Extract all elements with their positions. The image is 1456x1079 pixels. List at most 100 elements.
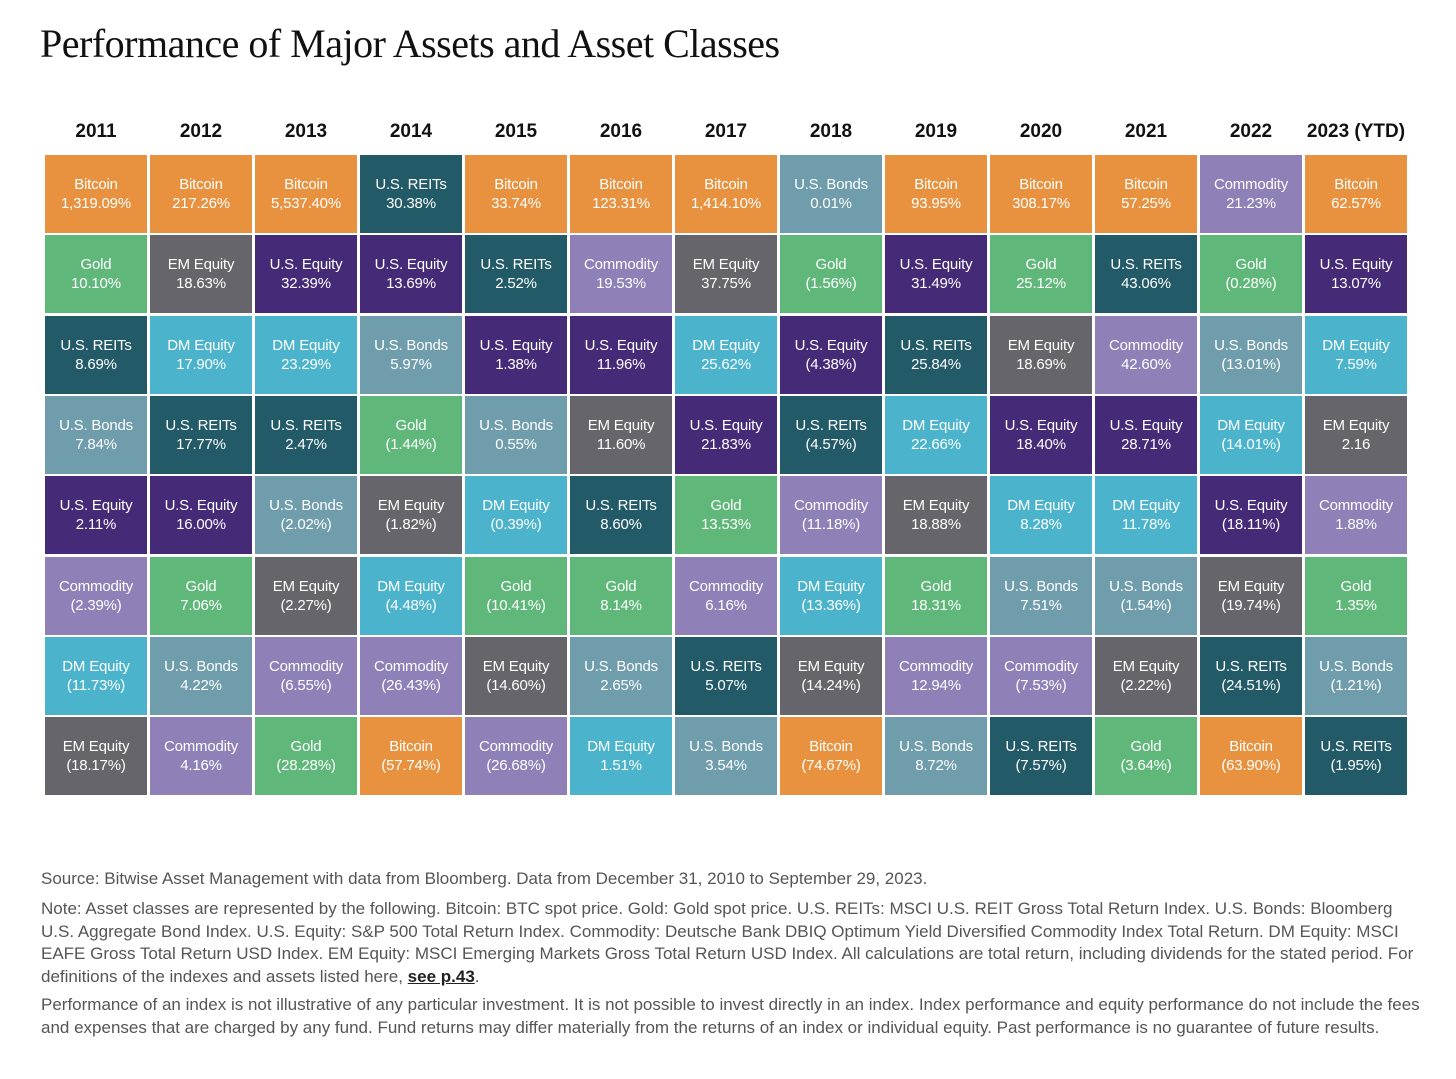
- asset-return: (4.38%): [805, 356, 857, 373]
- asset-cell: U.S. REITs 43.06%: [1095, 235, 1197, 313]
- asset-name: U.S. REITs: [480, 256, 552, 273]
- asset-name: U.S. REITs: [1215, 658, 1287, 675]
- asset-return: 42.60%: [1121, 356, 1171, 373]
- asset-cell: EM Equity (2.27%): [255, 557, 357, 635]
- asset-return: (2.39%): [70, 597, 122, 614]
- asset-cell: EM Equity (2.22%): [1095, 637, 1197, 715]
- asset-cell: U.S. REITs 30.38%: [360, 155, 462, 233]
- asset-return: 7.84%: [75, 436, 117, 453]
- asset-name: DM Equity: [1007, 497, 1075, 514]
- asset-name: Bitcoin: [284, 176, 328, 193]
- asset-cell: EM Equity (1.82%): [360, 476, 462, 554]
- asset-return: 21.83%: [701, 436, 751, 453]
- asset-return: (10.41%): [486, 597, 546, 614]
- asset-cell: EM Equity (14.24%): [780, 637, 882, 715]
- asset-name: DM Equity: [482, 497, 550, 514]
- asset-name: Bitcoin: [914, 176, 958, 193]
- asset-cell: U.S. Bonds (2.02%): [255, 476, 357, 554]
- asset-name: EM Equity: [272, 578, 340, 595]
- year-header: 2013: [284, 121, 328, 142]
- asset-name: Gold: [1340, 578, 1372, 595]
- asset-name: U.S. Bonds: [584, 658, 658, 675]
- asset-cell: U.S. REITs 5.07%: [675, 637, 777, 715]
- asset-name: DM Equity: [797, 578, 865, 595]
- asset-name: EM Equity: [587, 417, 655, 434]
- asset-name: Gold: [920, 578, 952, 595]
- asset-cell: Gold (10.41%): [465, 557, 567, 635]
- asset-return: 3.54%: [705, 757, 747, 774]
- asset-cell: Bitcoin (57.74%): [360, 717, 462, 795]
- asset-cell: Bitcoin 93.95%: [885, 155, 987, 233]
- asset-return: 4.16%: [180, 757, 222, 774]
- asset-cell: U.S. Bonds 2.65%: [570, 637, 672, 715]
- year-header: 2019: [914, 121, 958, 142]
- asset-cell: Gold 10.10%: [45, 235, 147, 313]
- asset-name: Bitcoin: [179, 176, 223, 193]
- asset-cell: Bitcoin 57.25%: [1095, 155, 1197, 233]
- asset-name: Commodity: [268, 658, 344, 675]
- asset-name: Gold: [1025, 256, 1057, 273]
- asset-name: Bitcoin: [1019, 176, 1063, 193]
- asset-return: (4.57%): [805, 436, 857, 453]
- asset-cell: U.S. Bonds 7.84%: [45, 396, 147, 474]
- asset-return: 21.23%: [1226, 195, 1276, 212]
- asset-name: U.S. Bonds: [1004, 578, 1078, 595]
- asset-name: U.S. Bonds: [269, 497, 343, 514]
- asset-return: (14.60%): [486, 677, 546, 694]
- asset-name: Gold: [1130, 738, 1162, 755]
- asset-name: Bitcoin: [494, 176, 538, 193]
- asset-return: 7.59%: [1335, 356, 1377, 373]
- asset-name: U.S. Bonds: [374, 337, 448, 354]
- asset-name: Gold: [710, 497, 742, 514]
- asset-name: Commodity: [478, 738, 554, 755]
- asset-return: (11.18%): [801, 516, 861, 533]
- asset-return: 11.60%: [596, 436, 646, 453]
- asset-return: (19.74%): [1221, 597, 1281, 614]
- asset-name: DM Equity: [1112, 497, 1180, 514]
- asset-cell: Gold 13.53%: [675, 476, 777, 554]
- asset-cell: DM Equity 8.28%: [990, 476, 1092, 554]
- asset-return: 17.77%: [176, 436, 226, 453]
- asset-return: 8.60%: [600, 516, 642, 533]
- asset-return: 11.96%: [596, 356, 646, 373]
- asset-cell: U.S. REITs 8.69%: [45, 316, 147, 394]
- asset-return: (28.28%): [276, 757, 336, 774]
- asset-name: EM Equity: [167, 256, 235, 273]
- asset-name: DM Equity: [1217, 417, 1285, 434]
- asset-return: 37.75%: [701, 275, 751, 292]
- asset-return: 13.53%: [701, 516, 751, 533]
- asset-name: U.S. Bonds: [1109, 578, 1183, 595]
- asset-name: Commodity: [58, 578, 134, 595]
- asset-cell: DM Equity (0.39%): [465, 476, 567, 554]
- asset-return: 13.07%: [1331, 275, 1381, 292]
- asset-name: DM Equity: [1322, 337, 1390, 354]
- asset-name: DM Equity: [902, 417, 970, 434]
- year-header: 2017: [704, 121, 748, 142]
- asset-return: 4.22%: [180, 677, 222, 694]
- asset-cell: EM Equity 18.69%: [990, 316, 1092, 394]
- asset-return: 13.69%: [386, 275, 436, 292]
- asset-return: 5.07%: [705, 677, 747, 694]
- asset-cell: Bitcoin (74.67%): [780, 717, 882, 795]
- asset-cell: DM Equity 23.29%: [255, 316, 357, 394]
- asset-return: 23.29%: [281, 356, 331, 373]
- asset-cell: DM Equity (4.48%): [360, 557, 462, 635]
- asset-name: U.S. REITs: [270, 417, 342, 434]
- see-page-link[interactable]: see p.43: [407, 966, 475, 986]
- asset-cell: Commodity (11.18%): [780, 476, 882, 554]
- asset-name: Gold: [290, 738, 322, 755]
- asset-cell: Gold (3.64%): [1095, 717, 1197, 795]
- asset-return: (1.21%): [1330, 677, 1382, 694]
- asset-return: 11.78%: [1121, 516, 1171, 533]
- asset-name: U.S. Bonds: [1214, 337, 1288, 354]
- asset-cell: Bitcoin 62.57%: [1305, 155, 1407, 233]
- asset-name: EM Equity: [482, 658, 550, 675]
- asset-cell: DM Equity 11.78%: [1095, 476, 1197, 554]
- asset-name: U.S. Equity: [1109, 417, 1183, 434]
- asset-cell: Commodity 19.53%: [570, 235, 672, 313]
- asset-name: EM Equity: [902, 497, 970, 514]
- asset-name: U.S. Bonds: [59, 417, 133, 434]
- asset-name: EM Equity: [1322, 417, 1390, 434]
- asset-cell: EM Equity 37.75%: [675, 235, 777, 313]
- asset-return: (6.55%): [280, 677, 332, 694]
